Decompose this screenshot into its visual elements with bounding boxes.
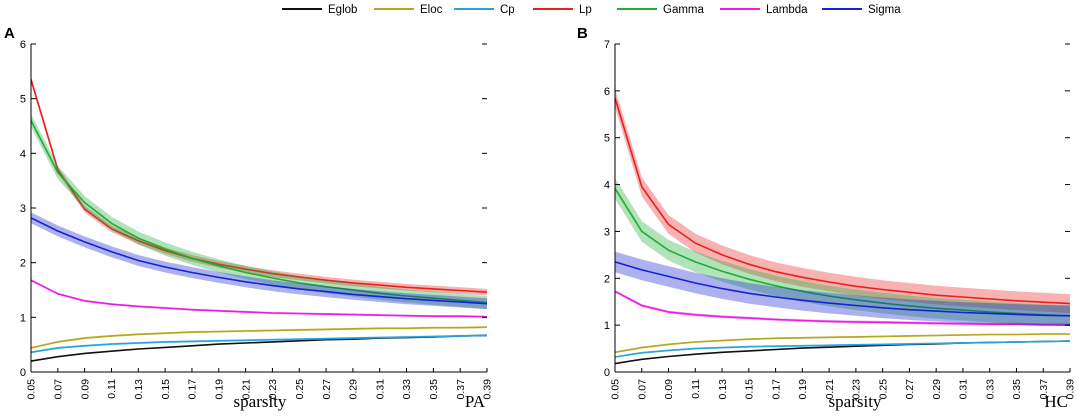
series-line-cp [31,334,487,354]
series-line-sigma [31,217,487,305]
x-tick-label: 0.11 [690,379,702,399]
x-tick-label: 0.07 [636,379,648,400]
y-tick-label: 4 [20,148,26,160]
legend-label-lp: Lp [579,4,592,16]
series-line-gamma [615,187,1070,317]
legend-label-eglob: Eglob [328,4,357,16]
x-tick-label: 0.17 [187,379,199,400]
x-axis-label: sparsity [234,392,287,411]
x-tick-label: 0.05 [26,379,38,400]
x-tick-label: 0.21 [824,379,836,400]
legend-label-sigma: Sigma [868,4,901,16]
y-tick-label: 0 [604,367,610,379]
y-tick-label: 5 [20,94,26,106]
x-tick-label: 0.39 [1065,379,1077,400]
x-tick-label: 0.31 [374,379,386,400]
x-tick-label: 0.29 [348,379,360,400]
series-group [615,88,1070,365]
y-tick-label: 6 [20,39,26,51]
series-line-lambda [31,279,487,318]
series-line-gamma [31,120,487,304]
band-gamma [615,178,1070,327]
x-tick-label: 0.29 [931,379,943,400]
x-tick-label: 0.33 [401,379,413,400]
x-tick-label: 0.15 [743,379,755,400]
y-tick-label: 3 [20,203,26,215]
y-tick-label: 0 [20,367,26,379]
x-tick-label: 0.09 [663,379,675,400]
x-tick-label: 0.33 [984,379,996,400]
band-sigma [615,251,1070,327]
panel-label: B [577,25,588,42]
y-tick-label: 6 [604,86,610,98]
x-tick-label: 0.23 [851,379,863,400]
band-gamma [31,114,487,310]
x-axis-label: sparsity [829,392,882,411]
x-tick-label: 0.19 [213,379,225,400]
x-tick-label: 0.19 [797,379,809,400]
y-tick-label: 2 [20,258,26,270]
y-tick-label: 3 [604,226,610,238]
x-tick-label: 0.13 [133,379,145,400]
x-tick-label: 0.05 [610,379,622,400]
panel-b: 0 1 2 3 4 5 6 7 0.05 0.07 0.09 0.11 0.13 0.15 0.17 0.19… [577,25,1077,411]
x-tick-label: 0.27 [321,379,333,400]
x-tick-label: 0.27 [904,379,916,400]
y-tick-label: 5 [604,133,610,145]
x-tick-label: 0.39 [482,379,494,400]
x-tick-label: 0.23 [267,379,279,400]
x-tick-label: 0.25 [877,379,889,400]
series-line-lp [615,97,1070,305]
series-line-eloc [615,333,1070,354]
y-tick-label: 4 [604,180,610,192]
x-tick-label: 0.37 [455,379,467,400]
x-tick-label: 0.11 [106,379,118,399]
x-tick-label: 0.17 [770,379,782,400]
x-tick-label: 0.13 [717,379,729,400]
legend: Eglob Eloc Cp Lp Gamma Lambda Sigma [282,4,901,16]
group-tag: PA [465,392,486,411]
y-tick-label: 1 [20,312,26,324]
series-line-lp [31,79,487,293]
y-tick-label: 1 [604,320,610,332]
x-tick-label: 0.37 [1038,379,1050,400]
series-line-lambda [615,290,1070,326]
band-sigma [31,212,487,310]
legend-label-cp: Cp [500,4,515,16]
band-lp [31,76,487,296]
panel-label: A [4,25,15,42]
panel-a: 0 1 2 3 4 5 6 0.05 0.07 0.09 0.11 0.13 0.15 0.17 0.19 0… [4,25,494,411]
x-tick-label: 0.35 [428,379,440,400]
band-eglob [31,334,487,362]
series-line-eloc [31,326,487,349]
group-tag: HC [1044,392,1068,411]
x-tick-label: 0.09 [79,379,91,400]
x-tick-label: 0.25 [294,379,306,400]
legend-label-eloc: Eloc [420,4,443,16]
x-tick-label: 0.15 [160,379,172,400]
x-tick-label: 0.07 [52,379,64,400]
series-line-cp [615,340,1070,358]
x-tick-label: 0.35 [1011,379,1023,400]
y-tick-label: 2 [604,273,610,285]
legend-label-lambda: Lambda [766,4,808,16]
y-tick-label: 7 [604,39,610,51]
x-tick-label: 0.21 [240,379,252,400]
series-line-sigma [615,261,1070,317]
legend-label-gamma: Gamma [663,4,705,16]
x-tick-label: 0.31 [958,379,970,400]
series-group [31,76,487,362]
band-eglob [615,340,1070,364]
